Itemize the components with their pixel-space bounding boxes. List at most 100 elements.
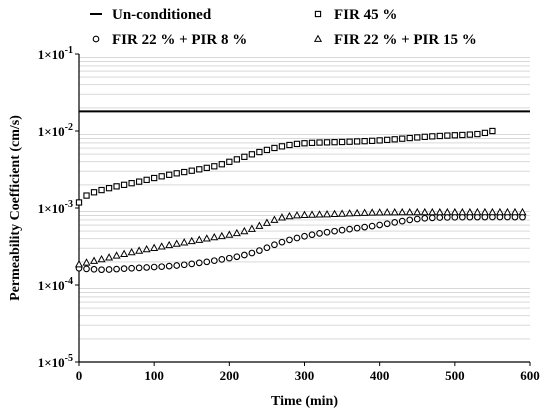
- data-point: [474, 130, 481, 138]
- data-point: [105, 253, 114, 261]
- data-point: [277, 213, 286, 221]
- data-point: [158, 263, 166, 271]
- legend-label: FIR 22 % + PIR 8 %: [112, 32, 247, 48]
- grid: [79, 57, 530, 340]
- data-point: [127, 247, 136, 256]
- data-point: [248, 151, 256, 158]
- data-point: [113, 265, 120, 273]
- data-point: [158, 173, 165, 180]
- data-point: [151, 174, 158, 182]
- data-point: [398, 207, 407, 216]
- data-point: [353, 208, 362, 217]
- data-point: [172, 239, 181, 247]
- data-point: [270, 215, 279, 223]
- data-point: [503, 207, 512, 216]
- data-point: [82, 258, 91, 266]
- data-point: [451, 213, 459, 221]
- data-point: [323, 139, 331, 146]
- legend-symbol: [313, 34, 323, 42]
- data-point: [113, 183, 120, 190]
- data-point: [458, 207, 467, 216]
- data-point: [262, 218, 271, 226]
- data-point: [376, 137, 383, 144]
- data-point: [375, 208, 384, 216]
- legend-entry: FIR 22 % + PIR 15 %: [313, 32, 477, 48]
- data-point: [405, 207, 414, 216]
- data-point: [135, 264, 143, 272]
- x-tick-label: 400: [370, 368, 390, 383]
- data-point: [120, 249, 129, 257]
- data-point: [98, 266, 105, 274]
- data-point: [300, 210, 309, 218]
- data-point: [143, 176, 150, 184]
- data-point: [150, 243, 159, 251]
- legend-symbol: [314, 10, 322, 18]
- data-point: [203, 258, 211, 266]
- data-point: [421, 214, 429, 222]
- data-point: [435, 207, 444, 216]
- data-point: [241, 153, 248, 160]
- data-point: [489, 127, 496, 135]
- data-point: [232, 228, 241, 237]
- data-point: [308, 231, 316, 239]
- data-point: [481, 129, 489, 137]
- y-tick-label: 1×10-1: [38, 45, 73, 62]
- data-point: [105, 185, 113, 192]
- data-point: [173, 262, 181, 269]
- data-point: [74, 259, 84, 268]
- data-point: [406, 134, 413, 142]
- data-point: [75, 199, 83, 206]
- legend-label: FIR 45 %: [334, 7, 397, 23]
- data-point: [247, 224, 256, 232]
- data-point: [436, 214, 444, 221]
- data-point: [338, 209, 347, 217]
- data-point: [263, 244, 271, 252]
- x-tick-label: 500: [445, 368, 465, 383]
- data-point: [488, 207, 497, 216]
- data-point: [90, 265, 98, 273]
- data-point: [286, 141, 293, 149]
- data-point: [195, 259, 203, 267]
- data-point: [376, 221, 384, 229]
- data-point: [248, 249, 256, 257]
- data-point: [181, 168, 188, 176]
- data-point: [226, 158, 233, 165]
- y-tick-labels: 1×10-1 1×10-2 1×10-3 1×10-4 1×10-5: [38, 45, 79, 370]
- x-tick-label: 300: [295, 368, 315, 383]
- data-point: [240, 226, 249, 235]
- data-point: [128, 264, 135, 272]
- data-point: [218, 256, 226, 263]
- data-point: [360, 208, 369, 216]
- data-point: [323, 209, 332, 218]
- data-point: [383, 208, 392, 216]
- data-point: [225, 230, 234, 238]
- data-point: [135, 178, 143, 185]
- series-2: [75, 213, 526, 274]
- data-point: [316, 139, 323, 146]
- data-point: [451, 132, 458, 139]
- series-1: [75, 127, 496, 206]
- data-point: [465, 207, 474, 216]
- legend: Un-conditioned FIR 45 % FIR 22 % + PIR 8 %…: [90, 7, 477, 48]
- data-point: [384, 136, 391, 144]
- data-point: [353, 138, 361, 145]
- data-point: [398, 217, 406, 225]
- data-point: [466, 131, 474, 138]
- data-point: [331, 139, 338, 146]
- data-point: [225, 254, 233, 262]
- plot-area: [74, 110, 530, 274]
- data-point: [255, 221, 264, 229]
- data-point: [210, 232, 219, 241]
- data-point: [390, 207, 399, 216]
- data-point: [256, 148, 263, 156]
- data-point: [391, 136, 398, 143]
- data-point: [436, 132, 443, 140]
- y-tick-label: 1×10-4: [38, 276, 73, 293]
- data-point: [510, 207, 520, 216]
- data-point: [112, 251, 121, 259]
- data-point: [143, 264, 150, 271]
- x-axis-title: Time (min): [271, 394, 338, 409]
- data-point: [429, 133, 436, 140]
- data-point: [391, 219, 399, 226]
- data-point: [473, 207, 482, 216]
